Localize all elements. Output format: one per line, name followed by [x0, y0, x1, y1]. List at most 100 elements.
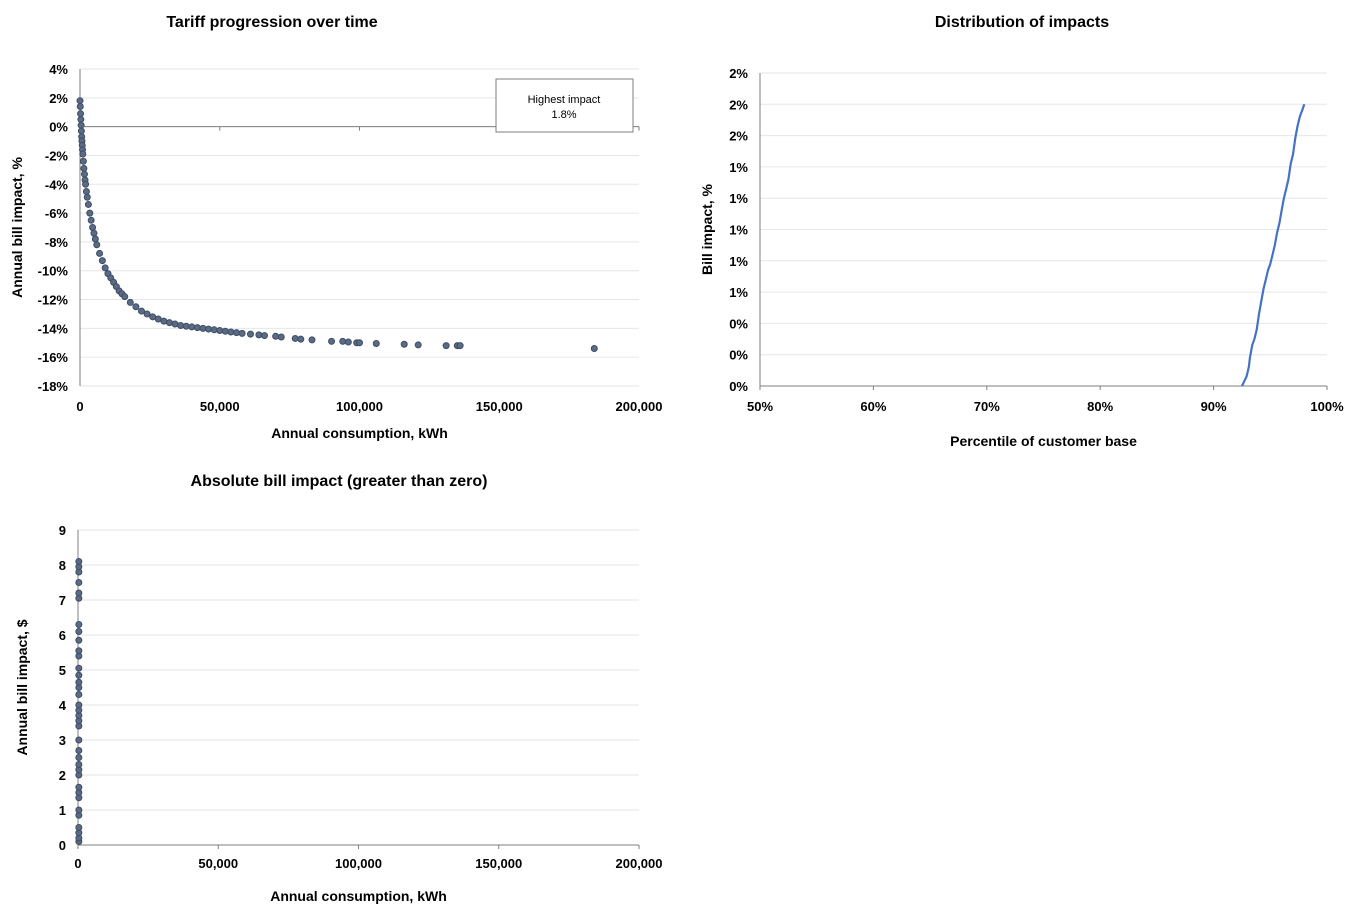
data-point — [414, 341, 422, 349]
data-point — [77, 121, 85, 129]
data-point — [80, 170, 88, 178]
data-point — [75, 628, 83, 635]
data-point — [75, 558, 83, 565]
data-point — [75, 589, 83, 597]
data-point — [400, 340, 408, 348]
data-point — [227, 328, 235, 336]
y-tick-label: -2% — [45, 148, 69, 163]
y-tick-label: 1% — [729, 223, 748, 238]
x-tick-label: 50,000 — [198, 856, 238, 871]
y-tick-label: 1% — [729, 254, 748, 269]
y-tick-label: 8 — [59, 558, 66, 573]
y-axis-title: Bill impact, % — [699, 183, 715, 275]
x-tick-label: 0 — [74, 856, 81, 871]
data-point — [75, 806, 83, 814]
data-point — [442, 342, 450, 350]
y-tick-label: 1 — [59, 803, 66, 818]
annotation-line2: 1.8% — [551, 109, 576, 121]
data-point — [126, 298, 134, 306]
x-axis-title: Annual consumption, kWh — [270, 888, 447, 904]
annotation-frame — [495, 78, 634, 133]
x-tick-label: 100,000 — [335, 856, 382, 871]
data-point — [356, 339, 363, 347]
y-tick-label: 7 — [59, 593, 66, 608]
x-axis-title: Annual consumption, kWh — [271, 425, 448, 441]
y-tick-label: 2% — [729, 129, 748, 144]
data-point — [75, 736, 83, 744]
data-point — [75, 636, 83, 644]
data-point — [75, 701, 83, 709]
data-point — [132, 303, 140, 311]
x-tick-label: 50,000 — [200, 399, 240, 414]
y-tick-label: -12% — [38, 293, 69, 308]
data-point — [372, 339, 380, 347]
x-tick-label: 100,000 — [336, 399, 383, 414]
data-point — [308, 336, 316, 344]
annotation-box: Highest impact 1.8% — [495, 78, 634, 133]
x-tick-label: 0 — [76, 399, 83, 414]
data-point — [137, 307, 145, 315]
data-point — [86, 209, 94, 217]
x-tick-label: 200,000 — [616, 856, 663, 871]
data-point — [143, 310, 151, 318]
data-point — [91, 235, 99, 243]
data-point — [182, 322, 190, 330]
x-tick-label: 150,000 — [475, 856, 522, 871]
y-tick-label: 0% — [729, 348, 748, 363]
annotation-line1: Highest impact — [528, 94, 601, 106]
data-point — [89, 224, 97, 231]
data-point — [93, 241, 101, 249]
y-tick-label: 1% — [729, 285, 748, 300]
data-point — [77, 115, 85, 123]
data-point — [96, 249, 104, 257]
data-point — [79, 157, 87, 165]
chart-title: Absolute bill impact (greater than zero) — [191, 473, 488, 490]
data-point — [76, 102, 84, 110]
data-point — [98, 257, 106, 265]
x-tick-label: 90% — [1201, 399, 1227, 414]
data-point — [75, 678, 83, 686]
data-point — [199, 324, 207, 332]
data-point — [75, 579, 83, 586]
data-point — [165, 319, 173, 327]
data-point — [75, 671, 83, 679]
data-point — [101, 264, 109, 272]
data-point — [83, 193, 91, 201]
x-tick-label: 70% — [974, 399, 1000, 414]
y-tick-label: 2 — [59, 768, 66, 783]
x-tick-label: 80% — [1087, 399, 1113, 414]
y-tick-label: 1% — [729, 191, 748, 206]
data-point — [210, 326, 218, 334]
y-tick-label: -4% — [45, 177, 69, 192]
chart-distribution: Distribution of impacts 2% 2% 2% 1% 1% 1% 1% 1% 0… — [699, 14, 1344, 449]
data-point — [255, 331, 263, 339]
data-point — [75, 647, 83, 655]
y-tick-label: -6% — [45, 206, 69, 221]
data-point — [77, 110, 85, 118]
data-point — [90, 229, 98, 237]
data-point — [456, 342, 464, 350]
data-point — [75, 664, 83, 672]
data-point — [339, 337, 347, 345]
data-point — [297, 335, 305, 343]
y-tick-label: 0% — [49, 120, 68, 135]
data-point — [344, 338, 352, 346]
chart-title: Distribution of impacts — [935, 14, 1109, 31]
data-point — [238, 329, 246, 337]
data-point — [171, 320, 179, 328]
y-tick-label: 5 — [59, 663, 66, 678]
data-point — [590, 345, 598, 353]
data-point — [121, 293, 129, 301]
data-point — [246, 330, 254, 338]
y-tick-label: 6 — [59, 628, 66, 643]
data-point — [291, 334, 299, 342]
data-point — [76, 97, 84, 105]
y-tick-label: -8% — [45, 235, 69, 250]
y-tick-label: 2% — [49, 91, 68, 106]
data-point — [277, 333, 285, 341]
y-tick-label: -18% — [38, 379, 69, 394]
y-axis-title: Annual bill impact, $ — [14, 619, 30, 755]
y-tick-label: 4% — [49, 62, 68, 77]
y-tick-label: 9 — [59, 523, 66, 538]
data-point — [75, 824, 83, 831]
